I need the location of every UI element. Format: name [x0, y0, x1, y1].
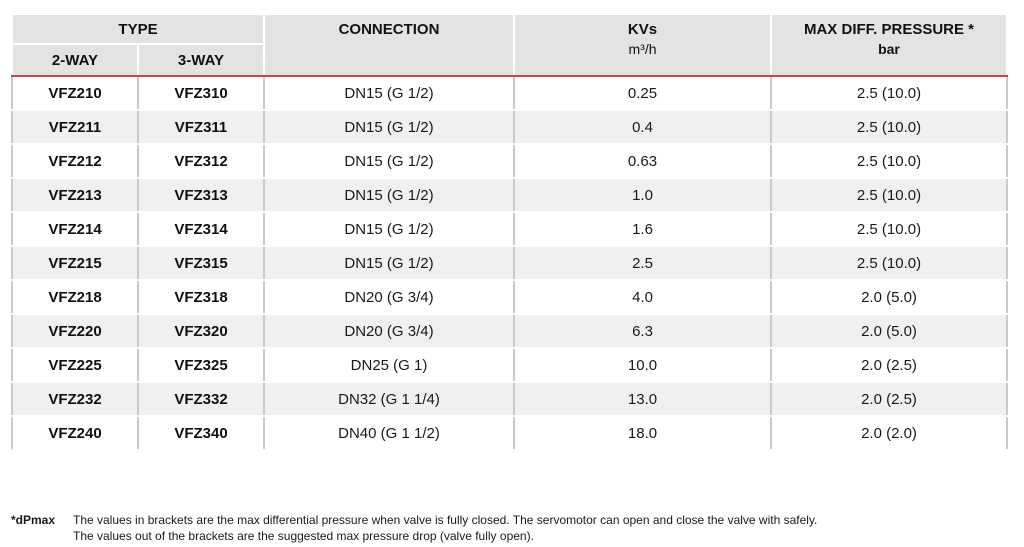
header-max-diff-pressure: MAX DIFF. PRESSURE * bar — [770, 13, 1008, 77]
valve-spec-table: TYPE CONNECTION KVs m³/h MAX DIFF. PRESS… — [11, 13, 1008, 451]
header-max-diff-label: MAX DIFF. PRESSURE * — [803, 21, 975, 38]
cell-max-diff-pressure: 2.5 (10.0) — [770, 211, 1008, 247]
cell-max-diff-pressure: 2.0 (2.5) — [770, 381, 1008, 417]
cell-2-way: VFZ225 — [11, 347, 139, 383]
cell-3-way: VFZ310 — [137, 75, 265, 111]
cell-connection: DN15 (G 1/2) — [263, 177, 515, 213]
cell-2-way: VFZ213 — [11, 177, 139, 213]
cell-connection: DN40 (G 1 1/2) — [263, 415, 515, 451]
cell-kvs: 4.0 — [513, 279, 772, 315]
cell-max-diff-pressure: 2.5 (10.0) — [770, 143, 1008, 179]
cell-2-way: VFZ215 — [11, 245, 139, 281]
footnote-mark: *dPmax — [11, 513, 56, 527]
cell-kvs: 1.0 — [513, 177, 772, 213]
cell-connection: DN20 (G 3/4) — [263, 313, 515, 349]
footnote: *dPmax The values in brackets are the max… — [11, 512, 1011, 544]
cell-2-way: VFZ218 — [11, 279, 139, 315]
cell-kvs: 2.5 — [513, 245, 772, 281]
cell-2-way: VFZ210 — [11, 75, 139, 111]
footnote-line-1: *dPmax The values in brackets are the max… — [11, 512, 1011, 528]
cell-max-diff-pressure: 2.0 (5.0) — [770, 279, 1008, 315]
footnote-text-1: The values in brackets are the max diffe… — [73, 513, 818, 527]
cell-3-way: VFZ325 — [137, 347, 265, 383]
header-kvs-unit: m³/h — [628, 41, 657, 57]
cell-connection: DN20 (G 3/4) — [263, 279, 515, 315]
cell-max-diff-pressure: 2.5 (10.0) — [770, 75, 1008, 111]
cell-connection: DN15 (G 1/2) — [263, 245, 515, 281]
table-row: VFZ218 VFZ318 DN20 (G 3/4) 4.0 2.0 (5.0) — [11, 279, 1008, 315]
cell-connection: DN25 (G 1) — [263, 347, 515, 383]
cell-3-way: VFZ340 — [137, 415, 265, 451]
cell-kvs: 0.4 — [513, 109, 772, 145]
header-connection-label: CONNECTION — [338, 21, 440, 38]
cell-2-way: VFZ214 — [11, 211, 139, 247]
cell-max-diff-pressure: 2.5 (10.0) — [770, 245, 1008, 281]
cell-2-way: VFZ232 — [11, 381, 139, 417]
header-type: TYPE — [11, 13, 265, 45]
cell-2-way: VFZ212 — [11, 143, 139, 179]
table-row: VFZ232 VFZ332 DN32 (G 1 1/4) 13.0 2.0 (2.5) — [11, 381, 1008, 417]
header-3-way: 3-WAY — [137, 43, 265, 77]
cell-2-way: VFZ211 — [11, 109, 139, 145]
cell-kvs: 18.0 — [513, 415, 772, 451]
table-row: VFZ212 VFZ312 DN15 (G 1/2) 0.63 2.5 (10.0) — [11, 143, 1008, 179]
cell-3-way: VFZ311 — [137, 109, 265, 145]
header-kvs: KVs m³/h — [513, 13, 772, 77]
table-row: VFZ215 VFZ315 DN15 (G 1/2) 2.5 2.5 (10.0) — [11, 245, 1008, 281]
cell-connection: DN15 (G 1/2) — [263, 211, 515, 247]
cell-2-way: VFZ240 — [11, 415, 139, 451]
header-row-1: TYPE CONNECTION KVs m³/h MAX DIFF. PRESS… — [11, 13, 1008, 77]
table-row: VFZ240 VFZ340 DN40 (G 1 1/2) 18.0 2.0 (2.0) — [11, 415, 1008, 451]
cell-max-diff-pressure: 2.5 (10.0) — [770, 177, 1008, 213]
cell-connection: DN15 (G 1/2) — [263, 75, 515, 111]
table-body: VFZ210 VFZ310 DN15 (G 1/2) 0.25 2.5 (10.0) VF… — [11, 75, 1008, 451]
cell-3-way: VFZ314 — [137, 211, 265, 247]
header-kvs-label: KVs — [627, 21, 658, 38]
cell-connection: DN32 (G 1 1/4) — [263, 381, 515, 417]
table-row: VFZ210 VFZ310 DN15 (G 1/2) 0.25 2.5 (10.0) — [11, 75, 1008, 111]
cell-max-diff-pressure: 2.0 (2.0) — [770, 415, 1008, 451]
cell-kvs: 1.6 — [513, 211, 772, 247]
cell-kvs: 0.63 — [513, 143, 772, 179]
cell-3-way: VFZ320 — [137, 313, 265, 349]
table-row: VFZ225 VFZ325 DN25 (G 1) 10.0 2.0 (2.5) — [11, 347, 1008, 383]
table-row: VFZ220 VFZ320 DN20 (G 3/4) 6.3 2.0 (5.0) — [11, 313, 1008, 349]
cell-max-diff-pressure: 2.0 (5.0) — [770, 313, 1008, 349]
cell-2-way: VFZ220 — [11, 313, 139, 349]
cell-3-way: VFZ313 — [137, 177, 265, 213]
table-row: VFZ211 VFZ311 DN15 (G 1/2) 0.4 2.5 (10.0) — [11, 109, 1008, 145]
cell-kvs: 10.0 — [513, 347, 772, 383]
cell-3-way: VFZ318 — [137, 279, 265, 315]
cell-connection: DN15 (G 1/2) — [263, 109, 515, 145]
cell-3-way: VFZ332 — [137, 381, 265, 417]
table-header: TYPE CONNECTION KVs m³/h MAX DIFF. PRESS… — [11, 13, 1008, 77]
cell-connection: DN15 (G 1/2) — [263, 143, 515, 179]
table-row: VFZ214 VFZ314 DN15 (G 1/2) 1.6 2.5 (10.0) — [11, 211, 1008, 247]
table-row: VFZ213 VFZ313 DN15 (G 1/2) 1.0 2.5 (10.0) — [11, 177, 1008, 213]
header-row-2: 2-WAY 3-WAY — [11, 43, 1007, 77]
header-connection: CONNECTION — [263, 13, 515, 77]
footnote-line-2: The values out of the brackets are the s… — [73, 529, 534, 543]
header-2-way: 2-WAY — [11, 43, 139, 77]
cell-3-way: VFZ312 — [137, 143, 265, 179]
cell-3-way: VFZ315 — [137, 245, 265, 281]
header-max-diff-unit: bar — [878, 41, 900, 57]
cell-max-diff-pressure: 2.5 (10.0) — [770, 109, 1008, 145]
cell-kvs: 6.3 — [513, 313, 772, 349]
cell-max-diff-pressure: 2.0 (2.5) — [770, 347, 1008, 383]
cell-kvs: 0.25 — [513, 75, 772, 111]
cell-kvs: 13.0 — [513, 381, 772, 417]
